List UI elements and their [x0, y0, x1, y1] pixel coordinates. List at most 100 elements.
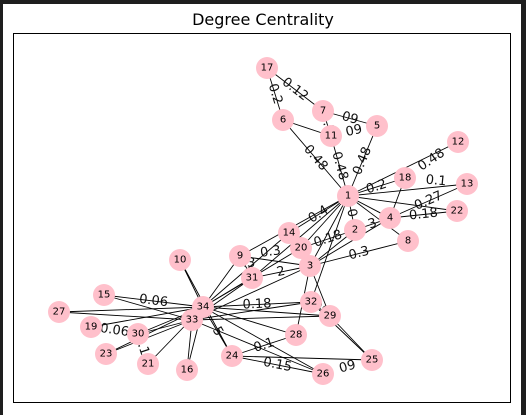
node-19: 19 [80, 316, 102, 338]
edge-3-9 [239, 255, 311, 267]
node-23: 23 [95, 343, 117, 365]
node-circle-2 [344, 219, 366, 241]
node-32: 32 [300, 291, 322, 313]
node-circle-14 [278, 222, 300, 244]
edge-label-11-5: 09 [344, 122, 363, 140]
node-label-11: 11 [325, 131, 338, 142]
edge-label-17-6: 0.2 [265, 82, 285, 106]
node-label-26: 26 [317, 369, 330, 380]
node-28: 28 [285, 324, 307, 346]
node-circle-30 [127, 323, 149, 345]
edge-label-18-13: 0.1 [425, 173, 447, 190]
node-29: 29 [319, 305, 341, 327]
node-label-25: 25 [366, 355, 379, 366]
edge-label-9-20: 0.3 [259, 243, 281, 261]
node-circle-8 [397, 230, 419, 252]
node-label-22: 22 [451, 206, 464, 217]
edge-13-4 [389, 183, 468, 219]
node-18: 18 [394, 167, 416, 189]
edge-24-26 [231, 355, 324, 375]
edge-label-1-2: 0 [343, 207, 359, 218]
edge-22-1 [347, 195, 458, 212]
node-20: 20 [290, 237, 312, 259]
node-circle-15 [93, 284, 115, 306]
edge-26-33 [191, 319, 324, 375]
node-12: 12 [447, 131, 469, 153]
node-7: 7 [312, 100, 334, 122]
edge-label-19-30: 0.06 [99, 321, 130, 340]
edge-label-1-18: 0.2 [364, 177, 388, 198]
node-14: 14 [278, 222, 300, 244]
node-10: 10 [169, 249, 191, 271]
edge-label-15-34: 0.06 [138, 292, 169, 310]
edge-1-3 [309, 195, 349, 267]
node-label-12: 12 [452, 137, 465, 148]
node-6: 6 [272, 109, 294, 131]
edge-5-1 [347, 125, 378, 197]
edge-15-33 [103, 294, 193, 321]
node-label-9: 9 [237, 251, 243, 262]
node-circle-34 [192, 296, 214, 318]
node-label-20: 20 [295, 243, 308, 254]
edge-27-34 [58, 306, 204, 313]
node-circle-12 [447, 131, 469, 153]
edge-label-4-22: 0.18 [408, 206, 438, 224]
window-edge-left [0, 0, 3, 415]
edge-label-24-28: 0.1 [252, 335, 276, 356]
edge-label-6-1: 0.48 [300, 142, 330, 174]
edge-label-14-1: 0.4 [306, 203, 331, 227]
node-8: 8 [397, 230, 419, 252]
edge-23-33 [105, 319, 193, 355]
node-16: 16 [176, 359, 198, 381]
edge-label-5-1: 0.48 [350, 145, 375, 177]
edge-1-31 [251, 195, 349, 279]
node-label-4: 4 [387, 213, 393, 224]
node-label-17: 17 [261, 63, 274, 74]
node-3: 3 [299, 255, 321, 277]
node-24: 24 [221, 345, 243, 367]
figure-title: Degree Centrality [192, 10, 334, 29]
edge-24-28 [231, 334, 297, 357]
node-circle-4 [379, 207, 401, 229]
edge-6-1 [282, 119, 349, 197]
node-circle-28 [285, 324, 307, 346]
edge-3-4 [309, 217, 391, 267]
node-30: 30 [127, 323, 149, 345]
edge-label-24-26: 0.15 [262, 355, 293, 375]
node-label-19: 19 [85, 322, 98, 333]
node-22: 22 [446, 200, 468, 222]
edge-label-12-18: 0.48 [415, 146, 447, 175]
node-circle-9 [229, 245, 251, 267]
edge-26-34 [202, 306, 324, 375]
node-circle-11 [320, 125, 342, 147]
node-17: 17 [256, 57, 278, 79]
node-15: 15 [93, 284, 115, 306]
node-circle-26 [312, 363, 334, 385]
node-label-14: 14 [283, 228, 296, 239]
node-circle-5 [366, 115, 388, 137]
node-label-10: 10 [174, 255, 187, 266]
edge-32-34 [202, 301, 312, 308]
node-label-30: 30 [132, 329, 145, 340]
edge-15-34 [103, 294, 204, 308]
node-circle-31 [241, 267, 263, 289]
node-9: 9 [229, 245, 251, 267]
node-circle-27 [48, 301, 70, 323]
node-circle-13 [456, 173, 478, 195]
node-31: 31 [241, 267, 263, 289]
edge-29-34 [202, 306, 331, 317]
window-edge-top [0, 0, 526, 4]
edge-29-33 [191, 315, 331, 321]
node-circle-25 [361, 349, 383, 371]
node-label-28: 28 [290, 330, 303, 341]
node-circle-17 [256, 57, 278, 79]
edge-13-1 [347, 183, 468, 197]
node-circle-22 [446, 200, 468, 222]
node-circle-7 [312, 100, 334, 122]
node-label-5: 5 [374, 121, 380, 132]
edge-19-34 [90, 306, 204, 328]
plot-area: 0.2 0.12 0.1 09 09 0.48 0.48 0.48 0.48 0.2 0.1 0.27… [13, 33, 511, 403]
node-circle-16 [176, 359, 198, 381]
node-11: 11 [320, 125, 342, 147]
node-circle-1 [337, 185, 359, 207]
